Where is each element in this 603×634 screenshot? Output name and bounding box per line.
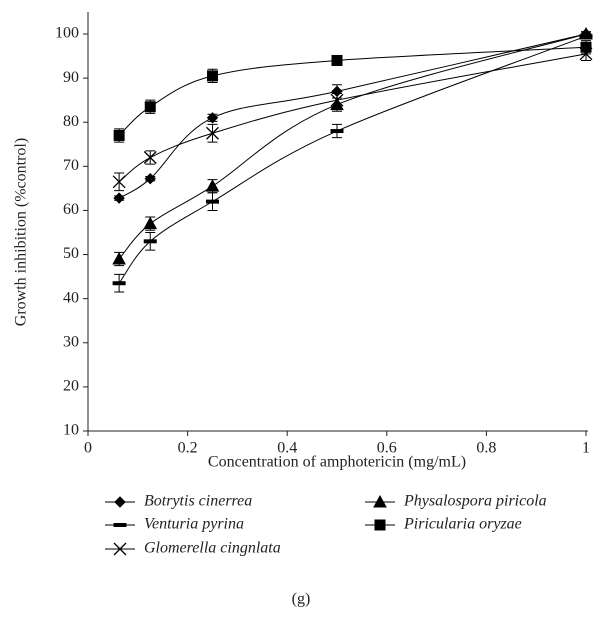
y-tick-label: 90: [63, 69, 79, 86]
x-tick-label: 0.8: [476, 440, 496, 457]
data-point: [207, 70, 218, 82]
data-point: [143, 239, 157, 244]
data-point: [579, 26, 593, 40]
data-point: [206, 112, 219, 124]
series-line: [118, 46, 587, 136]
x-tick-label: 0.6: [377, 440, 397, 457]
data-point: [144, 172, 156, 185]
x-tick-label: 0: [84, 440, 92, 457]
series-line: [118, 33, 587, 260]
y-tick-label: 30: [63, 333, 79, 350]
legend-marker: [114, 496, 126, 508]
legend-marker: [113, 523, 127, 527]
legend-label: Botrytis cinerrea: [144, 493, 252, 510]
x-tick-label: 0.4: [277, 440, 297, 457]
x-tick-label: 0.2: [178, 440, 198, 457]
x-axis-label: Concentration of amphotericin (mg/mL): [208, 454, 466, 471]
y-axis-label: Growth inhibition (%control): [13, 138, 30, 326]
y-tick-label: 100: [55, 25, 79, 42]
data-point: [206, 126, 219, 140]
y-tick-label: 60: [63, 201, 79, 218]
data-point: [112, 281, 126, 286]
data-point: [580, 41, 592, 53]
data-point: [206, 199, 219, 204]
x-tick-label: 1: [582, 440, 590, 457]
series-line: [118, 33, 587, 199]
data-point: [112, 251, 126, 265]
data-point: [205, 179, 220, 192]
y-tick-label: 50: [63, 245, 79, 262]
series-line: [118, 53, 587, 183]
y-tick-label: 10: [63, 422, 79, 439]
data-point: [144, 101, 156, 113]
data-point: [331, 54, 343, 66]
y-tick-label: 20: [63, 378, 79, 395]
legend-marker: [374, 519, 386, 531]
series-line: [118, 35, 587, 284]
data-point: [113, 192, 125, 204]
data-point: [143, 216, 158, 230]
legend-marker: [373, 494, 387, 508]
legend-label: Glomerella cingnlata: [144, 540, 281, 557]
y-tick-label: 40: [63, 289, 79, 306]
y-tick-label: 80: [63, 113, 79, 130]
data-point: [330, 97, 344, 111]
caption: (g): [292, 591, 311, 608]
data-point: [143, 151, 157, 164]
y-tick-label: 70: [63, 157, 79, 174]
legend-label: Venturia pyrina: [144, 516, 244, 533]
data-point: [330, 129, 344, 134]
data-point: [112, 175, 126, 189]
legend-label: Piricularia oryzae: [403, 516, 522, 533]
data-point: [113, 129, 125, 141]
legend-marker: [113, 542, 127, 556]
legend-label: Physalospora piricola: [403, 493, 547, 510]
